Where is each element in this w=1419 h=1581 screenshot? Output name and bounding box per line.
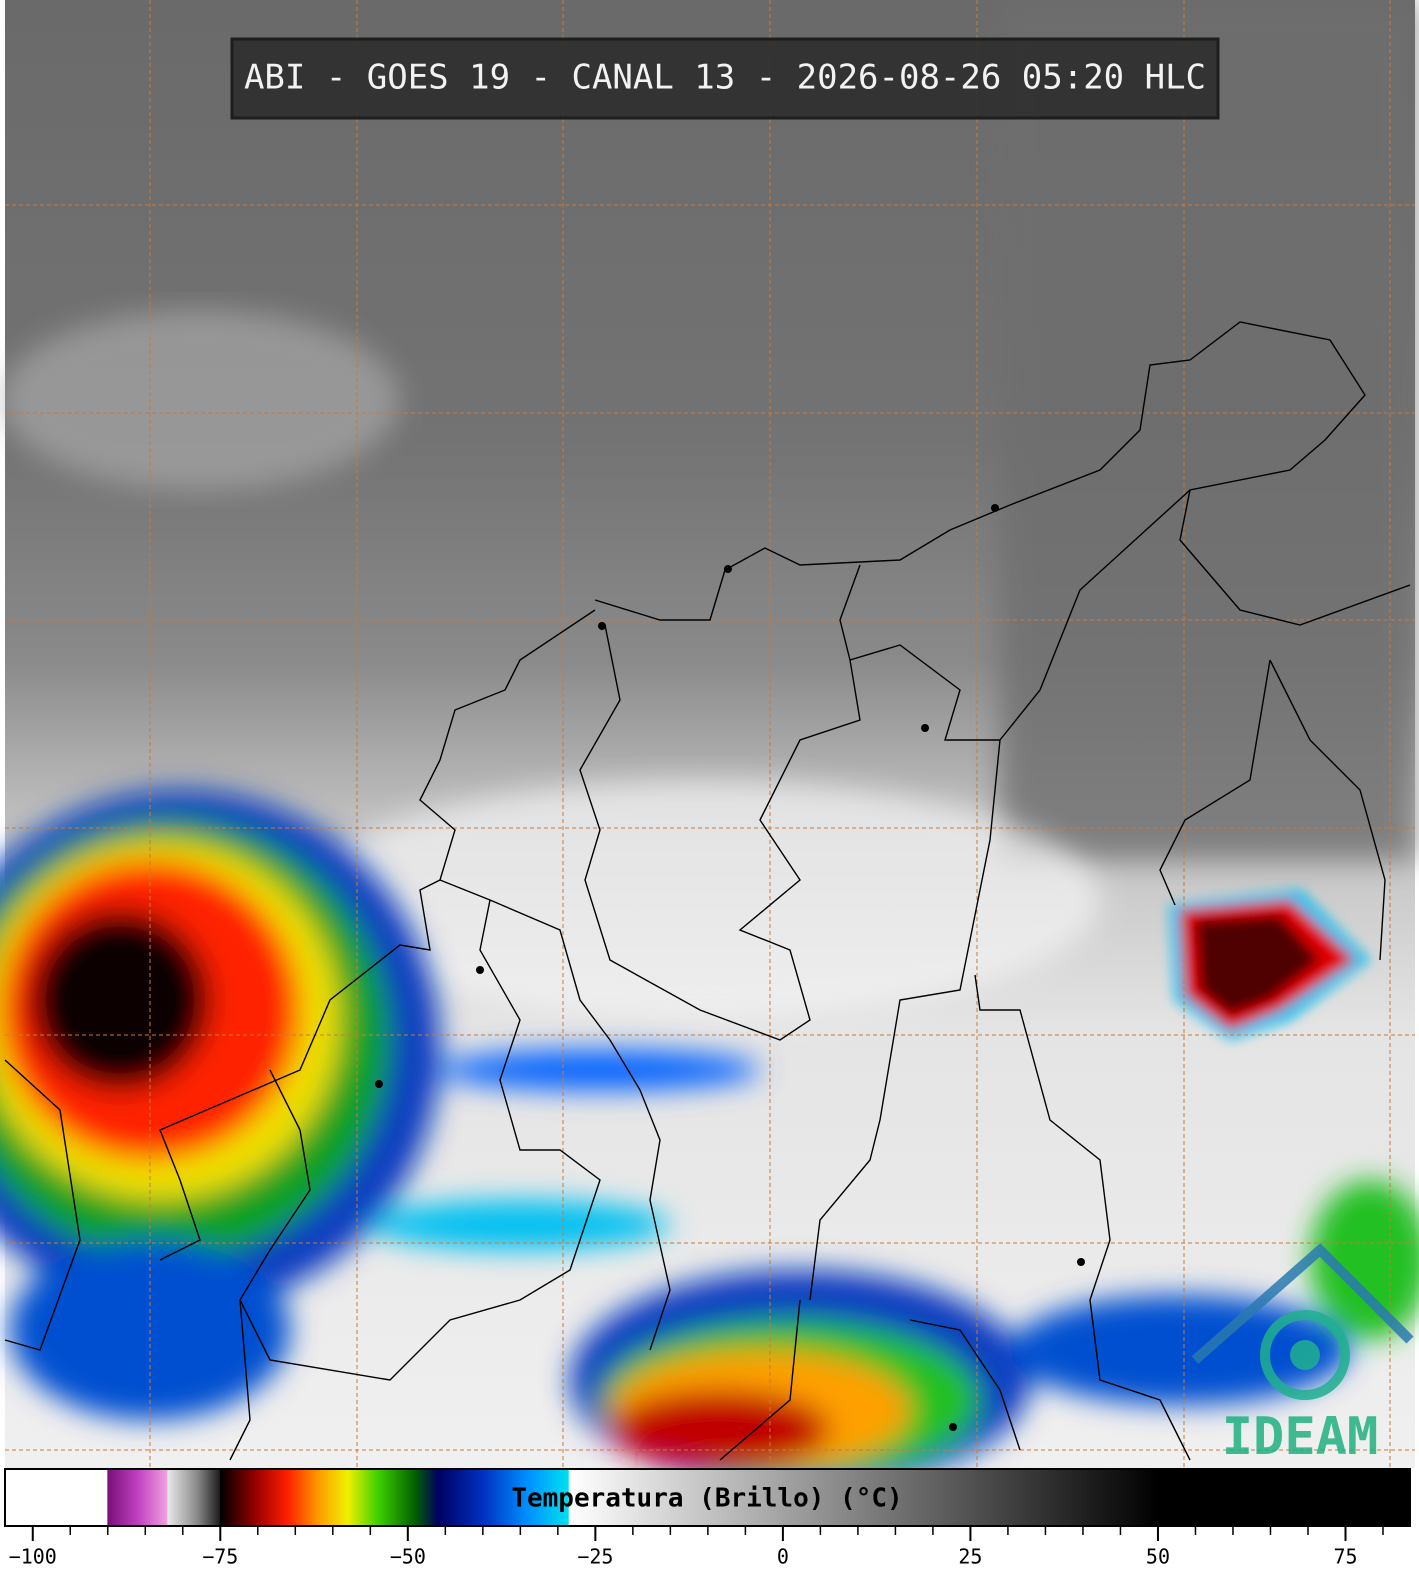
city-markers [375,504,1085,1431]
logo-text: IDEAM [1222,1407,1379,1467]
title-box: ABI - GOES 19 - CANAL 13 - 2026-08-26 05… [230,37,1220,120]
colorbar-bar [4,1468,1411,1527]
satellite-image [0,0,1419,1490]
tick-label: 50 [1146,1545,1170,1569]
title: ABI - GOES 19 - CANAL 13 - 2026-08-26 05… [244,58,1206,98]
tick-label: 0 [777,1545,789,1569]
tick-label: −25 [577,1545,613,1569]
logo: IDEAM [1191,1243,1414,1467]
tick-label: 25 [958,1545,982,1569]
tick-label: −100 [9,1545,57,1569]
tick-label: −75 [202,1545,238,1569]
tick-label: −50 [390,1545,426,1569]
colorbar-label: Temperatura (Brillo) (°C) [511,1484,902,1514]
colorbar: Temperatura (Brillo) (°C) −100 −75 −50 −25 0… [0,1468,1419,1577]
tick-label: 75 [1333,1545,1357,1569]
borders [4,321,1411,1461]
